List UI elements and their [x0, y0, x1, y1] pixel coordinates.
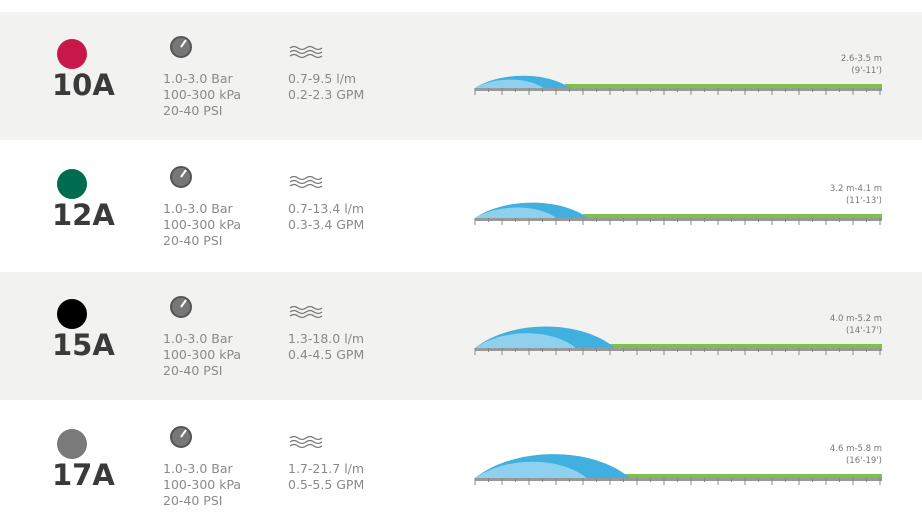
pressure-text: 100-300 kPa — [163, 87, 242, 102]
model-name: 10A — [52, 68, 115, 102]
gauge-needle — [180, 39, 187, 48]
gauge-needle — [180, 299, 187, 308]
flow-text: 0.7-9.5 l/m — [288, 71, 357, 86]
radius-ft-text: (16'-19') — [845, 456, 882, 466]
graphics — [170, 426, 882, 485]
radius-text: 4.0 m-5.2 m — [829, 314, 882, 324]
model-name: 17A — [52, 458, 115, 492]
radius-text: 4.6 m-5.8 m — [829, 444, 882, 454]
flow-text: 0.2-2.3 GPM — [288, 87, 365, 102]
grass — [583, 214, 882, 218]
spray-inner — [475, 333, 576, 348]
flow-icon — [289, 439, 323, 445]
spec-row: 10A 1.0-3.0 Bar 100-300 kPa 20-40 PSI 0.7-9.… — [0, 12, 922, 140]
spec-row: 15A 1.0-3.0 Bar 100-300 kPa 20-40 PSI 1.3-18… — [0, 272, 922, 400]
ground-bar — [475, 478, 882, 481]
radius-text: 2.6-3.5 m — [840, 54, 882, 64]
spec-row: 17A 1.0-3.0 Bar 100-300 kPa 20-40 PSI 1.7-21… — [0, 402, 922, 530]
ground-bar — [475, 348, 882, 351]
flow-text: 1.3-18.0 l/m — [288, 331, 365, 346]
radius-ft-text: (14'-17') — [845, 326, 882, 336]
flow-icon — [289, 443, 323, 449]
flow-icon — [289, 183, 323, 189]
pressure-text: 20-40 PSI — [163, 363, 223, 378]
grass — [625, 474, 882, 478]
gauge-needle — [180, 169, 187, 178]
spray-inner — [475, 79, 544, 88]
flow-icon — [289, 179, 323, 185]
flow-icon — [289, 175, 323, 181]
model-name: 12A — [52, 198, 115, 232]
pressure-text: 1.0-3.0 Bar — [163, 461, 233, 476]
grass — [565, 84, 882, 88]
flow-icon — [289, 435, 323, 441]
grass — [610, 344, 882, 348]
ground-bar — [475, 88, 882, 91]
gauge-needle — [180, 429, 187, 438]
flow-icon — [289, 53, 323, 59]
flow-text: 0.3-3.4 GPM — [288, 217, 365, 232]
graphics — [170, 296, 882, 355]
color-dot — [57, 169, 87, 199]
flow-icon — [289, 45, 323, 51]
flow-icon — [289, 49, 323, 55]
radius-ft-text: (9'-11') — [851, 66, 882, 76]
pressure-text: 20-40 PSI — [163, 233, 223, 248]
pressure-text: 1.0-3.0 Bar — [163, 201, 233, 216]
spray-inner — [475, 207, 557, 218]
graphics — [170, 36, 882, 95]
page: 10A 1.0-3.0 Bar 100-300 kPa 20-40 PSI 0.7-9.… — [0, 12, 922, 508]
radius-ft-text: (11'-13') — [845, 196, 882, 206]
flow-text: 1.7-21.7 l/m — [288, 461, 365, 476]
spray-inner — [475, 461, 587, 478]
spec-row: 12A 1.0-3.0 Bar 100-300 kPa 20-40 PSI 0.7-13… — [0, 142, 922, 270]
pressure-text: 100-300 kPa — [163, 477, 242, 492]
flow-text: 0.5-5.5 GPM — [288, 477, 365, 492]
pressure-text: 20-40 PSI — [163, 103, 223, 118]
flow-icon — [289, 309, 323, 315]
flow-text: 0.4-4.5 GPM — [288, 347, 365, 362]
flow-text: 0.7-13.4 l/m — [288, 201, 365, 216]
ground-bar — [475, 218, 882, 221]
radius-text: 3.2 m-4.1 m — [829, 184, 882, 194]
color-dot — [57, 299, 87, 329]
pressure-text: 100-300 kPa — [163, 347, 242, 362]
pressure-text: 1.0-3.0 Bar — [163, 331, 233, 346]
color-dot — [57, 39, 87, 69]
flow-icon — [289, 305, 323, 311]
flow-icon — [289, 313, 323, 319]
pressure-text: 20-40 PSI — [163, 493, 223, 508]
pressure-text: 100-300 kPa — [163, 217, 242, 232]
model-name: 15A — [52, 328, 115, 362]
pressure-text: 1.0-3.0 Bar — [163, 71, 233, 86]
graphics — [170, 166, 882, 225]
color-dot — [57, 429, 87, 459]
